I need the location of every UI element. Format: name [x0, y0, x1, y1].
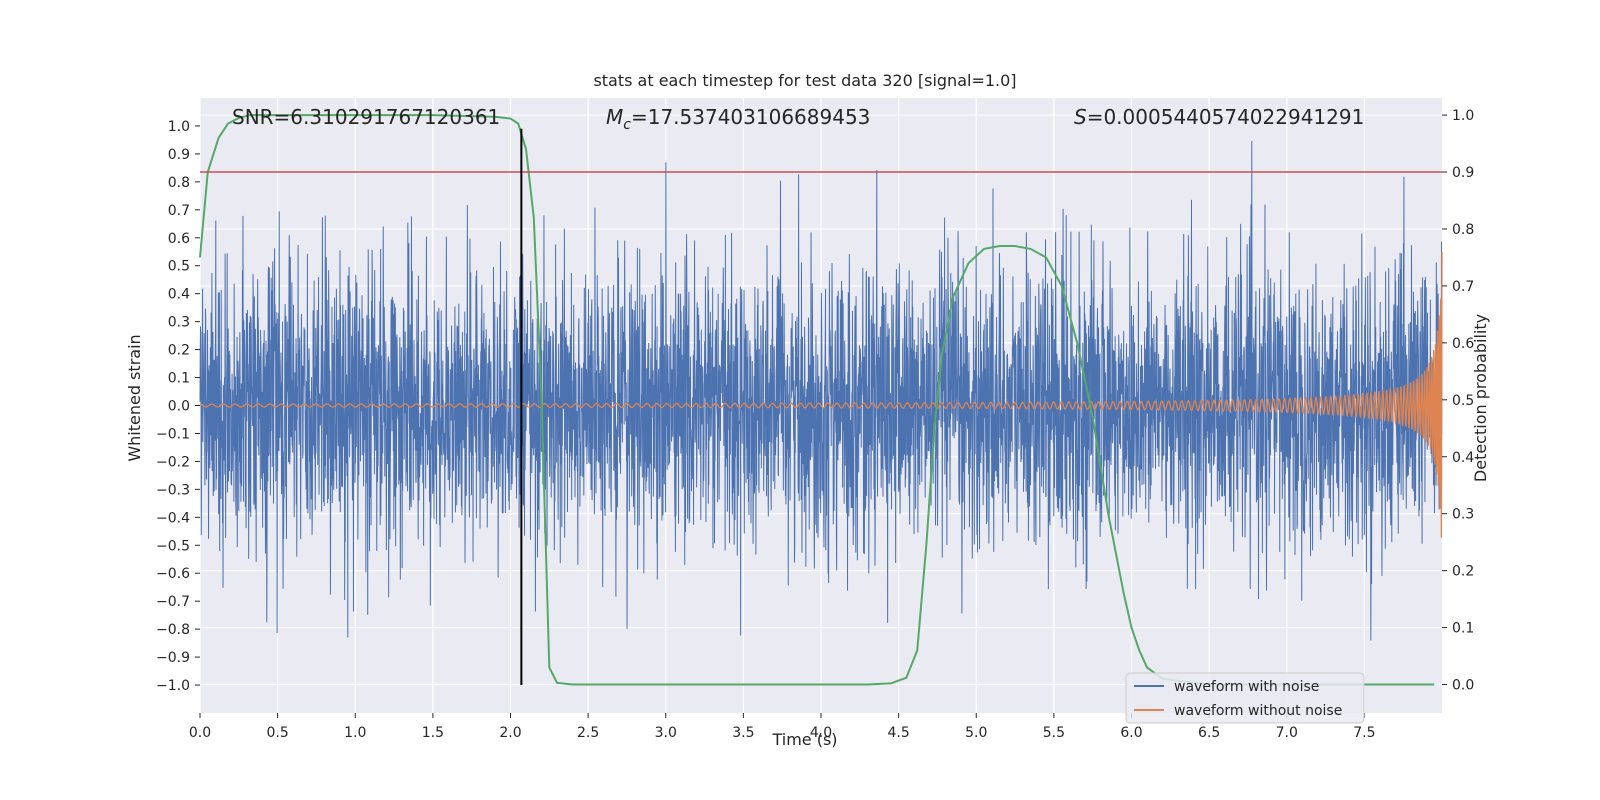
right-y-tick-label-0p5: 0.5: [1452, 393, 1474, 409]
x-tick-label-7p5: 7.5: [1353, 725, 1375, 741]
x-axis-ticks: 0.0 0.5 1.0 1.5 2.0 2.5 3.0 3.5 4.0 4.5 5.0 5.5 6.0 6…: [189, 713, 1376, 741]
left-y-tick-label-neg0p7: −0.7: [156, 594, 190, 610]
right-y-tick-label-0p1: 0.1: [1452, 621, 1474, 637]
waveform-with-noise-line: [199, 140, 1443, 641]
left-y-tick-label-0p6: 0.6: [168, 231, 190, 247]
x-tick-label-0p0: 0.0: [189, 725, 211, 741]
chirp-mass-value: =17.537403106689453: [631, 105, 870, 129]
chart-title: stats at each timestep for test data 320…: [593, 71, 1016, 90]
legend: waveform with noise waveform without noi…: [1125, 672, 1365, 724]
x-tick-label-6p0: 6.0: [1120, 725, 1142, 741]
left-y-tick-label-neg1p0: −1.0: [156, 678, 190, 694]
detection-probability-line: [199, 114, 1435, 686]
left-y-tick-label-0p0: 0.0: [168, 399, 190, 415]
snr-annotation: SNR=6.310291767120361: [232, 105, 500, 129]
x-tick-label-6p5: 6.5: [1198, 725, 1220, 741]
x-axis-label: Time (s): [771, 730, 837, 749]
x-tick-label-0p5: 0.5: [266, 725, 288, 741]
left-y-tick-label-0p2: 0.2: [168, 343, 190, 359]
left-y-tick-label-0p8: 0.8: [168, 175, 190, 191]
waveform-without-noise-line: [199, 251, 1443, 538]
x-tick-label-7p0: 7.0: [1276, 725, 1298, 741]
x-tick-label-3p0: 3.0: [655, 725, 677, 741]
left-y-tick-label-neg0p3: −0.3: [156, 482, 190, 498]
left-y-tick-label-neg0p4: −0.4: [156, 510, 190, 526]
right-y-axis-ticks: 1.0 0.9 0.8 0.7 0.6 0.5 0.4 0.3 0.2 0.1 0.0: [1442, 108, 1474, 694]
right-y-axis-label: Detection probability: [1471, 314, 1490, 482]
x-tick-label-4p5: 4.5: [887, 725, 909, 741]
left-y-tick-label-0p5: 0.5: [168, 259, 190, 275]
x-tick-label-5p5: 5.5: [1043, 725, 1065, 741]
right-y-tick-label-1p0: 1.0: [1452, 108, 1474, 124]
left-y-tick-label-neg0p6: −0.6: [156, 566, 190, 582]
chirp-mass-subscript: c: [623, 117, 631, 133]
legend-box: [1125, 672, 1365, 724]
x-tick-label-1p0: 1.0: [344, 725, 366, 741]
legend-label-noise: waveform with noise: [1174, 679, 1319, 695]
right-y-tick-label-0p2: 0.2: [1452, 564, 1474, 580]
right-y-tick-label-0p8: 0.8: [1452, 222, 1474, 238]
x-tick-label-4p0: 4.0: [810, 725, 832, 741]
chirp-mass-symbol: M: [606, 105, 623, 129]
left-y-tick-label-0p7: 0.7: [168, 203, 190, 219]
x-tick-label-3p5: 3.5: [732, 725, 754, 741]
left-y-tick-label-neg0p5: −0.5: [156, 538, 190, 554]
left-y-tick-label-neg0p8: −0.8: [156, 622, 190, 638]
left-y-tick-label-0p9: 0.9: [168, 147, 190, 163]
x-tick-label-2p0: 2.0: [499, 725, 521, 741]
s-annotation: S=0.0005440574022941291: [1074, 105, 1364, 129]
left-y-tick-label-1p0: 1.0: [168, 119, 190, 135]
left-y-axis-ticks: 1.0 0.9 0.8 0.7 0.6 0.5 0.4 0.3 0.2 0.1 0.0 −0.1 −0.…: [156, 119, 200, 694]
right-y-tick-label-0p6: 0.6: [1452, 336, 1474, 352]
x-tick-label-5p0: 5.0: [965, 725, 987, 741]
left-y-tick-label-0p1: 0.1: [168, 371, 190, 387]
left-y-tick-label-neg0p9: −0.9: [156, 650, 190, 666]
series-waveform-without-noise: [199, 251, 1443, 538]
left-y-axis-label: Whitened strain: [125, 334, 144, 461]
right-y-tick-label-0p3: 0.3: [1452, 507, 1474, 523]
left-y-tick-label-0p3: 0.3: [168, 315, 190, 331]
left-y-tick-label-neg0p2: −0.2: [156, 454, 190, 470]
right-y-tick-label-0p7: 0.7: [1452, 279, 1474, 295]
left-y-tick-label-0p4: 0.4: [168, 287, 190, 303]
chirp-mass-annotation: Mc=17.537403106689453: [606, 105, 870, 133]
s-value: =0.0005440574022941291: [1087, 105, 1365, 129]
markers: [200, 128, 1442, 686]
right-y-tick-label-0p0: 0.0: [1452, 678, 1474, 694]
series-detection-probability: [199, 114, 1435, 686]
left-y-tick-label-neg0p1: −0.1: [156, 426, 190, 442]
right-y-tick-label-0p4: 0.4: [1452, 450, 1474, 466]
series-waveform-with-noise: [199, 140, 1443, 641]
x-tick-label-2p5: 2.5: [577, 725, 599, 741]
x-tick-label-1p5: 1.5: [422, 725, 444, 741]
right-y-tick-label-0p9: 0.9: [1452, 165, 1474, 181]
legend-label-clean: waveform without noise: [1174, 703, 1342, 719]
s-symbol: S: [1074, 105, 1087, 129]
